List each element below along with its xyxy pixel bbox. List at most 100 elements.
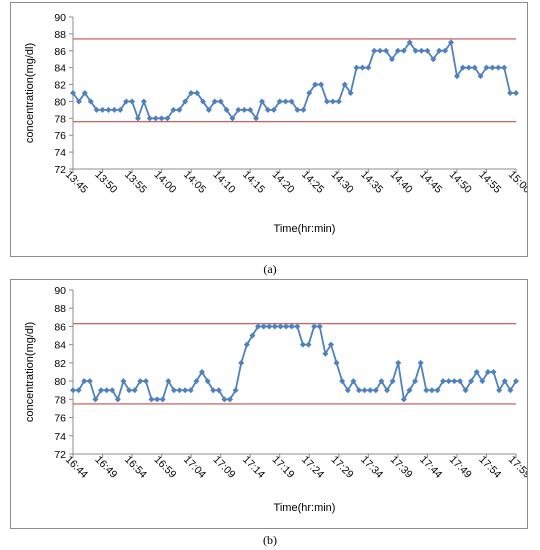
- y-tick-label: 82: [54, 358, 66, 370]
- data-point-marker: [400, 47, 407, 54]
- data-point-marker: [440, 378, 447, 385]
- data-point-marker: [152, 115, 159, 122]
- x-tick-label: 16:59: [151, 454, 178, 481]
- data-point-marker: [294, 323, 301, 330]
- data-point-marker: [98, 387, 105, 394]
- data-point-marker: [394, 47, 401, 54]
- data-point-marker: [75, 387, 82, 394]
- data-point-marker: [232, 387, 239, 394]
- data-point-marker: [75, 98, 82, 105]
- data-point-marker: [276, 98, 283, 105]
- data-point-marker: [288, 323, 295, 330]
- data-point-marker: [507, 90, 514, 96]
- data-point-marker: [146, 115, 153, 122]
- data-point-marker: [462, 387, 469, 394]
- x-tick-label: 13:55: [122, 169, 149, 196]
- data-point-marker: [283, 323, 290, 330]
- data-point-marker: [445, 378, 452, 385]
- data-point-marker: [316, 323, 323, 330]
- x-tick-label: 16:54: [122, 454, 149, 481]
- data-point-marker: [270, 106, 277, 113]
- data-point-marker: [305, 341, 312, 348]
- x-tick-label: 14:05: [181, 169, 208, 196]
- data-point-marker: [170, 387, 177, 394]
- y-axis-title: concentration(mg/dl): [24, 322, 36, 422]
- y-axis-title: concentration(mg/dl): [24, 43, 36, 143]
- x-tick-label: 17:39: [388, 454, 415, 481]
- x-tick-label: 13:50: [92, 169, 119, 196]
- data-point-marker: [176, 387, 183, 394]
- series-line: [72, 40, 516, 122]
- data-point-marker: [204, 378, 211, 385]
- data-point-marker: [264, 106, 271, 113]
- data-point-marker: [424, 47, 431, 54]
- x-tick-label: 16:49: [92, 454, 119, 481]
- x-tick-label: 14:25: [299, 169, 326, 196]
- data-point-marker: [170, 106, 177, 113]
- x-tick-label: 14:55: [476, 169, 503, 196]
- data-point-marker: [142, 378, 149, 385]
- data-point-marker: [148, 396, 155, 403]
- data-point-marker: [389, 378, 396, 385]
- data-point-marker: [377, 47, 384, 54]
- data-point-marker: [165, 378, 172, 385]
- x-tick-label: 17:19: [270, 454, 297, 481]
- data-point-marker: [134, 115, 141, 122]
- data-point-marker: [329, 98, 336, 105]
- data-point-marker: [513, 90, 519, 96]
- data-point-marker: [347, 90, 354, 96]
- data-point-marker: [215, 387, 222, 394]
- data-point-marker: [359, 64, 366, 71]
- x-tick-label: 14:45: [417, 169, 444, 196]
- data-point-marker: [451, 378, 458, 385]
- data-point-marker: [210, 387, 217, 394]
- data-point-marker: [243, 341, 250, 348]
- y-tick-label: 90: [54, 285, 66, 297]
- data-point-marker: [459, 64, 466, 71]
- series-line: [73, 325, 517, 402]
- data-point-marker: [221, 396, 228, 403]
- data-point-marker: [294, 106, 301, 113]
- data-point-marker: [70, 90, 76, 96]
- data-point-marker: [412, 47, 419, 54]
- data-point-marker: [137, 378, 144, 385]
- data-point-marker: [182, 98, 189, 105]
- data-point-marker: [260, 323, 267, 330]
- data-point-marker: [193, 378, 200, 385]
- data-point-marker: [187, 387, 194, 394]
- data-point-marker: [372, 387, 379, 394]
- data-point-marker: [123, 98, 130, 105]
- data-point-marker: [241, 106, 248, 113]
- y-tick-label: 84: [54, 340, 66, 352]
- x-tick-label: 17:54: [476, 454, 503, 481]
- data-point-marker: [423, 387, 430, 394]
- y-tick-label: 88: [54, 29, 66, 41]
- data-point-marker: [311, 323, 318, 330]
- data-point-marker: [434, 387, 441, 394]
- data-point-marker: [507, 387, 514, 394]
- data-point-marker: [490, 369, 497, 375]
- data-point-marker: [477, 73, 484, 80]
- data-point-marker: [229, 115, 236, 122]
- x-tick-label: 13:45: [63, 169, 90, 196]
- y-tick-label: 82: [54, 80, 66, 92]
- data-point-marker: [117, 106, 124, 113]
- data-point-marker: [395, 359, 402, 366]
- data-point-marker: [501, 378, 508, 385]
- y-tick-label: 72: [54, 449, 66, 461]
- data-point-marker: [335, 98, 342, 105]
- data-point-marker: [333, 359, 340, 366]
- data-point-marker: [227, 396, 234, 403]
- y-tick-label: 74: [54, 431, 66, 443]
- data-point-marker: [154, 396, 161, 403]
- caption-b: (b): [263, 533, 277, 547]
- y-tick-label: 88: [54, 303, 66, 315]
- data-point-marker: [188, 90, 195, 96]
- data-point-marker: [81, 90, 88, 96]
- data-point-marker: [103, 387, 110, 394]
- caption-a: (a): [263, 262, 277, 276]
- x-axis-title: Time(hr:min): [274, 502, 336, 514]
- x-tick-label: 14:20: [270, 169, 297, 196]
- data-point-marker: [513, 378, 519, 385]
- data-point-marker: [111, 106, 118, 113]
